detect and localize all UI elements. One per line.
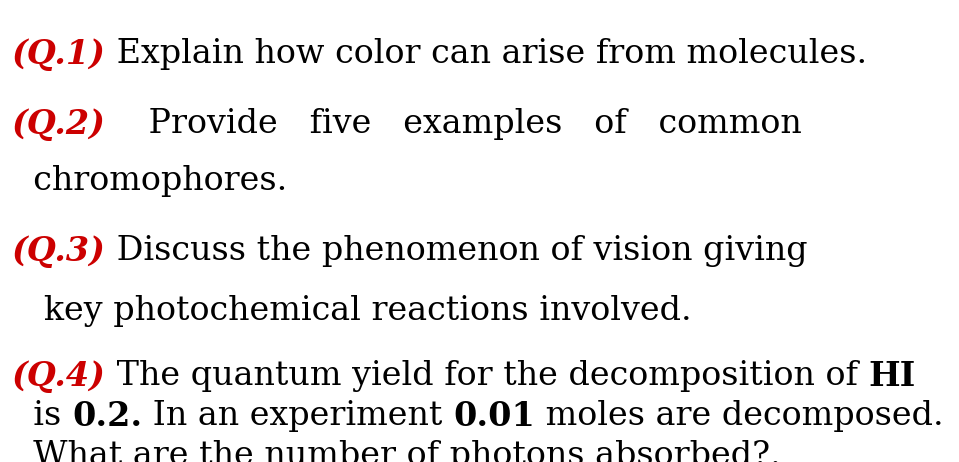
Text: key photochemical reactions involved.: key photochemical reactions involved. [12, 295, 691, 327]
Text: Explain how color can arise from molecules.: Explain how color can arise from molecul… [105, 38, 867, 70]
Text: What are the number of photons absorbed?.: What are the number of photons absorbed?… [12, 440, 781, 462]
Text: 0.2.: 0.2. [72, 400, 142, 433]
Text: (Q.1): (Q.1) [12, 38, 105, 71]
Text: moles are decomposed.: moles are decomposed. [535, 400, 944, 432]
Text: The quantum yield for the decomposition of: The quantum yield for the decomposition … [105, 360, 869, 392]
Text: HI: HI [869, 360, 916, 393]
Text: (Q.2): (Q.2) [12, 108, 105, 141]
Text: (Q.4): (Q.4) [12, 360, 105, 393]
Text: 0.01: 0.01 [453, 400, 535, 433]
Text: Provide   five   examples   of   common: Provide five examples of common [105, 108, 802, 140]
Text: chromophores.: chromophores. [12, 165, 288, 197]
Text: In an experiment: In an experiment [142, 400, 453, 432]
Text: (Q.3): (Q.3) [12, 235, 105, 268]
Text: Discuss the phenomenon of vision giving: Discuss the phenomenon of vision giving [105, 235, 807, 267]
Text: is: is [12, 400, 72, 432]
